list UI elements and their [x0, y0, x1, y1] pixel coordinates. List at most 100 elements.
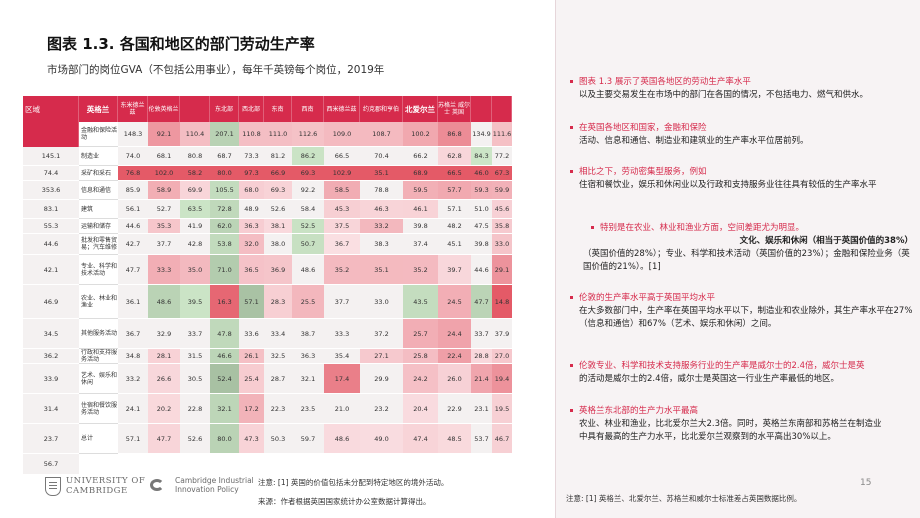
table-cell: 57.7	[438, 181, 471, 200]
table-cell: 45.1	[438, 234, 471, 255]
page-title: 图表 1.3. 各国和地区的部门劳动生产率	[47, 35, 315, 53]
table-cell: 33.4	[264, 319, 292, 349]
table-cell: 41.9	[180, 219, 210, 234]
table-row-label: 行政和支持服务活动	[79, 349, 118, 364]
table-cell: 83.1	[23, 200, 79, 219]
bullet-marker	[570, 409, 573, 412]
bullet-1-lead: 图表 1.3 展示了英国各地区的劳动生产率水平	[579, 77, 751, 87]
table-cell: 33.7	[471, 319, 492, 349]
table-cell: 44.6	[118, 219, 148, 234]
table-cell: 26.0	[438, 364, 471, 394]
table-cell: 35.4	[324, 349, 360, 364]
table-cell: 353.6	[23, 181, 79, 200]
table-cell: 109.0	[324, 122, 360, 147]
table-header-cell: 西北部	[239, 96, 264, 122]
table-cell: 19.4	[492, 364, 512, 394]
table-cell: 105.5	[210, 181, 239, 200]
table-row-label: 制造业	[79, 147, 118, 166]
table-cell: 47.8	[210, 319, 239, 349]
table-cell: 47.4	[403, 424, 438, 454]
table-cell: 33.0	[360, 285, 403, 319]
table-header-cell: 区域	[23, 96, 79, 122]
table-cell: 23.2	[360, 394, 403, 424]
bullet-3: 相比之下，劳动密集型服务，例如 住宿和餐饮业，娱乐和休闲业以及行政和支持服务业往…	[570, 166, 914, 192]
bullet-marker	[570, 296, 573, 299]
table-cell: 35.2	[403, 255, 438, 285]
bullet-4-body: 在大多数部门中，生产率在英国平均水平以下，制造业和农业除外，其生产率水平在27%…	[579, 306, 913, 329]
bullet-2: 在英国各地区和国家，金融和保险 活动、信息和通信、制造业和建筑业的生产率水平位居…	[570, 122, 914, 148]
table-cell: 69.3	[292, 166, 324, 181]
table-cell: 37.7	[324, 285, 360, 319]
table-cell: 29.1	[492, 255, 512, 285]
table-header-cell: 北爱尔兰	[403, 96, 438, 122]
table-cell: 36.5	[239, 255, 264, 285]
table-header-cell	[471, 96, 492, 122]
table-cell: 23.7	[23, 424, 79, 454]
table-cell: 24.2	[403, 364, 438, 394]
table-cell: 33.3	[148, 255, 180, 285]
table-cell: 38.1	[264, 219, 292, 234]
table-cell: 108.7	[360, 122, 403, 147]
page-number: 15	[860, 478, 872, 488]
productivity-table: 区域 英格兰 东米德兰兹 伦敦英格兰 东北部 西北部 东南 西南 西米德兰兹 约克郡和亨伯 北爱尔兰…	[23, 96, 538, 475]
table-cell: 39.5	[180, 285, 210, 319]
table-cell: 29.9	[360, 364, 403, 394]
table-cell: 49.0	[360, 424, 403, 454]
bullet-6-body: 农业、林业和渔业，比北爱尔兰大2.3倍。同时，英格兰东南部和苏格兰在制造业中具有…	[579, 419, 882, 442]
divider	[555, 0, 556, 518]
table-cell: 32.9	[148, 319, 180, 349]
table-cell: 59.3	[471, 181, 492, 200]
table-cell: 68.9	[403, 166, 438, 181]
table-cell: 80.0	[210, 424, 239, 454]
table-cell: 27.0	[492, 349, 512, 364]
table-header-cell	[492, 96, 512, 122]
table-cell: 23.5	[292, 394, 324, 424]
table-cell: 24.5	[438, 285, 471, 319]
table-cell: 17.2	[239, 394, 264, 424]
table-cell: 26.1	[239, 349, 264, 364]
bullet-3-sub-lead: 特别是在农业、林业和渔业方面，空间差距尤为明显。	[600, 223, 805, 233]
table-cell: 34.5	[23, 319, 79, 349]
table-cell: 51.0	[471, 200, 492, 219]
bullet-4-lead: 伦敦的生产率水平高于英国平均水平	[579, 293, 716, 303]
table-cell: 53.7	[471, 424, 492, 454]
table-cell: 36.3	[292, 349, 324, 364]
table-cell: 45.6	[492, 200, 512, 219]
table-cell: 37.4	[403, 234, 438, 255]
table-cell: 23.1	[471, 394, 492, 424]
table-cell: 50.3	[264, 424, 292, 454]
table-cell: 52.5	[292, 219, 324, 234]
table-cell: 35.1	[360, 255, 403, 285]
bullet-marker	[570, 80, 573, 83]
table-cell: 102.9	[324, 166, 360, 181]
bullet-2-body: 活动、信息和通信、制造业和建筑业的生产率水平位居前列。	[579, 136, 809, 146]
table-cell: 47.7	[471, 285, 492, 319]
table-cell: 58.4	[292, 200, 324, 219]
table-cell: 52.6	[264, 200, 292, 219]
table-cell: 148.3	[118, 122, 148, 147]
table-cell: 85.9	[118, 181, 148, 200]
table-cell: 48.2	[438, 219, 471, 234]
table-cell: 59.5	[403, 181, 438, 200]
table-cell: 36.7	[118, 319, 148, 349]
bullet-6-lead: 英格兰东北部的生产力水平最高	[579, 406, 699, 416]
table-cell: 44.6	[471, 255, 492, 285]
table-header-cell: 东米德兰兹	[118, 96, 148, 122]
table-cell: 66.2	[403, 147, 438, 166]
table-row-label: 信息和通信	[79, 181, 118, 200]
table-cell: 34.8	[118, 349, 148, 364]
table-cell: 35.8	[492, 219, 512, 234]
table-cell: 32.0	[239, 234, 264, 255]
table-cell: 81.2	[264, 147, 292, 166]
table-cell: 134.9	[471, 122, 492, 147]
table-cell: 33.3	[324, 319, 360, 349]
bullet-5-lead: 伦敦专业、科学和技术支持服务行业的生产率是威尔士的2.4倍，威尔士是英	[579, 361, 865, 371]
table-row-label: 运输和储存	[79, 219, 118, 234]
table-cell: 22.8	[180, 394, 210, 424]
table-cell: 112.6	[292, 122, 324, 147]
table-cell: 21.4	[471, 364, 492, 394]
table-cell: 207.1	[210, 122, 239, 147]
table-cell: 80.8	[180, 147, 210, 166]
table-cell: 43.5	[403, 285, 438, 319]
table-cell: 44.6	[23, 234, 79, 255]
